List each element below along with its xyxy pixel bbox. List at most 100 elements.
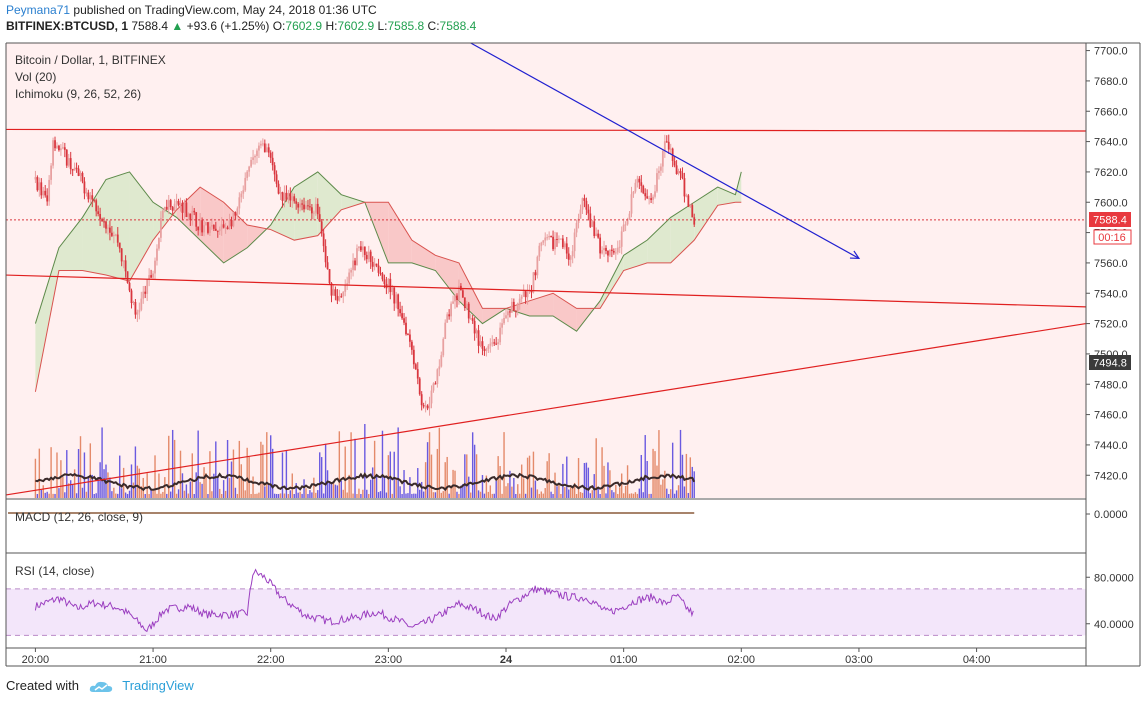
- volume-bar: [146, 473, 148, 498]
- volume-bar: [128, 490, 131, 498]
- volume-bar: [632, 493, 635, 498]
- price-axis-labels[interactable]: 7420.07440.07460.07480.07500.07520.07540…: [1086, 46, 1134, 631]
- candle-body: [648, 198, 651, 200]
- cloud-segment: [153, 202, 177, 241]
- candle-body: [663, 141, 666, 152]
- volume-bar: [271, 448, 274, 498]
- candle-body: [220, 224, 223, 230]
- candle-body: [263, 143, 266, 153]
- candle-body: [595, 233, 598, 237]
- candle-body: [142, 291, 145, 299]
- volume-bar: [673, 493, 676, 498]
- candle-body: [642, 185, 645, 194]
- trendlines[interactable]: [5, 42, 1087, 496]
- volume-bar: [315, 492, 317, 498]
- candle-body: [369, 251, 372, 262]
- price-tick-label: 7420.0: [1094, 470, 1128, 482]
- candle-body: [554, 239, 556, 250]
- candle-body: [299, 203, 302, 208]
- candle-body: [528, 291, 531, 293]
- volume-bar: [589, 493, 592, 498]
- volume-bar: [626, 465, 629, 498]
- candle-body: [242, 190, 245, 194]
- candle-body: [65, 149, 68, 166]
- volume-bar: [385, 492, 388, 498]
- volume-bar: [152, 489, 154, 498]
- candle-body: [661, 151, 664, 167]
- open-label: O:: [272, 19, 286, 33]
- time-axis-labels[interactable]: 20:00 21:00 22:00 23:00 24 01:00 02:00 03:00 04:…: [22, 648, 991, 666]
- candle-body: [250, 159, 252, 167]
- volume-bar: [113, 487, 115, 498]
- volume-bar: [230, 461, 233, 498]
- time-tick-label: 23:00: [375, 654, 403, 666]
- volume-bar: [295, 483, 297, 498]
- candle-body: [126, 271, 129, 283]
- volume-bar: [611, 490, 613, 498]
- volume-bar: [687, 492, 690, 498]
- candle-body: [120, 248, 123, 262]
- volume-bar: [660, 484, 662, 498]
- candle-body: [581, 198, 584, 210]
- volume-bar: [268, 483, 270, 498]
- candle-body: [240, 193, 243, 198]
- legend-ichimoku[interactable]: Ichimoku (9, 26, 52, 26): [15, 87, 141, 101]
- author-link[interactable]: Peymana71: [6, 3, 71, 17]
- volume-bar: [52, 493, 54, 498]
- volume-bar: [287, 493, 290, 498]
- volume-bar: [256, 493, 258, 498]
- candle-body: [534, 272, 537, 276]
- volume-bar: [640, 454, 642, 498]
- candle-body: [620, 231, 623, 247]
- trendline-red: [5, 128, 1087, 132]
- candle-body: [667, 141, 670, 150]
- candle-body: [395, 294, 398, 304]
- volume-bar: [389, 451, 392, 498]
- volume-bar: [642, 492, 644, 498]
- macd-tick-label: 0.0000: [1094, 509, 1128, 521]
- volume-bar: [471, 432, 474, 498]
- volume-bar: [577, 458, 580, 498]
- volume-bar: [619, 487, 621, 498]
- candle-body: [505, 315, 507, 318]
- candle-body: [510, 301, 513, 313]
- candle-body: [563, 243, 566, 248]
- candle-body: [512, 301, 515, 311]
- candle-body: [387, 278, 390, 289]
- candle-body: [548, 236, 551, 238]
- legend-volume[interactable]: Vol (20): [15, 70, 56, 84]
- candle-body: [479, 341, 482, 346]
- candle-body: [436, 369, 439, 384]
- chart-header: Peymana71 published on TradingView.com, …: [6, 4, 476, 33]
- candle-body: [465, 303, 468, 308]
- volume-bar: [440, 492, 442, 498]
- volume-bar: [148, 493, 150, 498]
- legend-macd[interactable]: MACD (12, 26, close, 9): [15, 510, 143, 524]
- publish-line: Peymana71 published on TradingView.com, …: [6, 4, 476, 17]
- volume-bar: [615, 484, 617, 498]
- volume-bar: [238, 440, 241, 498]
- volume-bar: [415, 493, 417, 498]
- volume-bar: [401, 493, 403, 498]
- candle-body: [607, 250, 609, 256]
- legend-symbol-title[interactable]: Bitcoin / Dollar, 1, BITFINEX: [15, 53, 166, 67]
- legend-rsi[interactable]: RSI (14, close): [15, 564, 94, 578]
- publish-info: published on TradingView.com, May 24, 20…: [73, 3, 377, 17]
- price-tick-label: 7540.0: [1094, 288, 1128, 300]
- volume-bar: [332, 481, 335, 498]
- tradingview-cloud-icon[interactable]: [89, 680, 113, 694]
- tradingview-brand-link[interactable]: TradingView: [122, 678, 194, 693]
- volume-bar: [87, 476, 90, 498]
- candle-body: [654, 191, 656, 197]
- rsi-tick-label: 40.0000: [1094, 619, 1134, 631]
- volume-bar: [605, 493, 607, 498]
- candle-body: [334, 289, 337, 296]
- candle-body: [367, 251, 370, 260]
- candle-body: [97, 211, 100, 215]
- candle-body: [420, 394, 423, 406]
- volume-bar: [103, 469, 105, 498]
- trendline-red: [5, 322, 1087, 496]
- volume-bar: [466, 454, 468, 498]
- candle-body: [148, 275, 151, 280]
